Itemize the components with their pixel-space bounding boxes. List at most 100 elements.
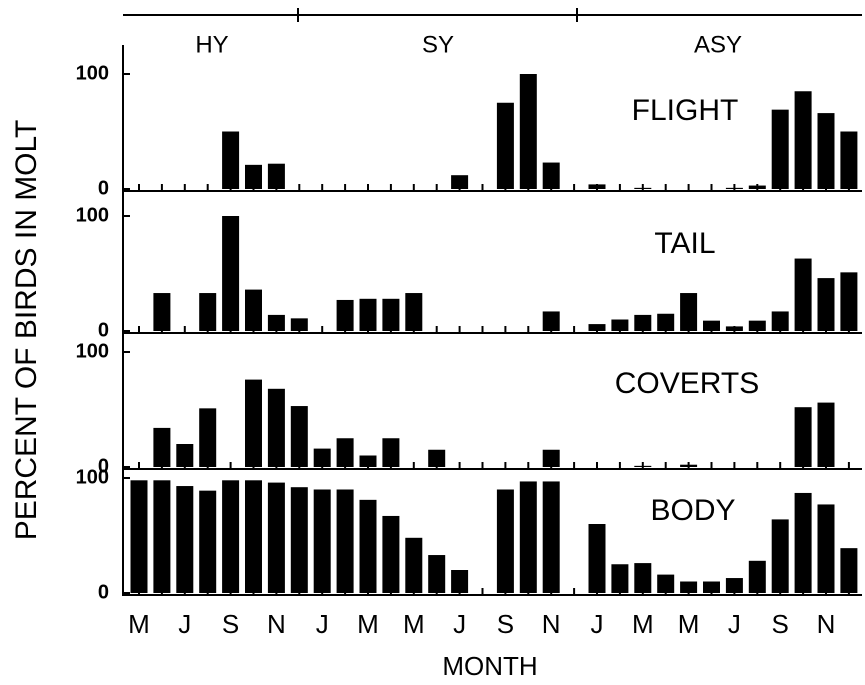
bar (519, 481, 537, 593)
bar (588, 184, 606, 189)
bar (680, 293, 698, 331)
bar (771, 519, 789, 593)
bar (611, 319, 629, 331)
bar (496, 102, 514, 189)
panel-title: COVERTS (615, 367, 759, 400)
x-tick-label: N (542, 609, 561, 639)
bar (222, 131, 240, 189)
bar (336, 299, 354, 331)
bar (153, 293, 171, 331)
bar (588, 524, 606, 593)
y-tick-label: 0 (98, 319, 109, 341)
bar (199, 490, 217, 593)
bar (382, 298, 400, 331)
bar (748, 185, 766, 189)
bar (588, 324, 606, 331)
age-class-label: ASY (694, 31, 742, 58)
bar (840, 272, 858, 331)
bar (542, 449, 560, 467)
y-tick-label: 100 (76, 340, 109, 362)
bar (634, 314, 652, 331)
bar (451, 570, 469, 593)
bar (725, 187, 743, 189)
x-tick-label: S (772, 609, 789, 639)
bar (313, 448, 331, 467)
bar (405, 537, 423, 593)
bar (680, 581, 698, 593)
bar (794, 407, 812, 467)
bar (657, 313, 675, 331)
bar (748, 560, 766, 593)
bar (496, 489, 514, 593)
bar (176, 486, 194, 593)
bar (222, 480, 240, 593)
bar (405, 293, 423, 331)
bar (245, 289, 262, 331)
bar (542, 311, 560, 331)
x-tick-label: J (316, 609, 329, 639)
x-tick-label: J (728, 609, 741, 639)
bar (748, 320, 766, 331)
y-tick-label: 100 (76, 62, 109, 84)
bar (245, 164, 262, 189)
bar (245, 480, 262, 593)
y-axis-title: PERCENT OF BIRDS IN MOLT (10, 120, 43, 541)
bar (519, 74, 537, 189)
bar (794, 258, 812, 331)
bar (290, 487, 308, 593)
x-tick-label: N (817, 609, 836, 639)
bar (290, 318, 308, 331)
bar (840, 131, 858, 189)
bar (245, 379, 262, 467)
x-axis-title: MONTH (442, 651, 537, 681)
bar (290, 406, 308, 467)
bar (634, 187, 652, 189)
x-tick-label: M (357, 609, 379, 639)
y-tick-label: 100 (76, 466, 109, 488)
panel-title: FLIGHT (632, 94, 739, 127)
bar (267, 388, 285, 467)
bar (611, 564, 629, 593)
bar (817, 402, 835, 467)
bar (199, 408, 217, 467)
bar (794, 492, 812, 593)
bar (840, 548, 858, 593)
bar (542, 481, 560, 593)
bar (657, 574, 675, 593)
y-tick-label: 0 (98, 177, 109, 199)
bar (359, 298, 377, 331)
bar (267, 482, 285, 593)
bar (153, 427, 171, 467)
bar (542, 162, 560, 189)
bar (817, 504, 835, 593)
y-tick-label: 0 (98, 455, 109, 477)
bar (634, 465, 652, 467)
bar (771, 311, 789, 331)
bar (725, 326, 743, 331)
x-tick-label: J (178, 609, 191, 639)
x-tick-label: M (678, 609, 700, 639)
bar (703, 581, 720, 593)
panel-title: BODY (650, 494, 735, 527)
bar (176, 444, 194, 467)
bar (336, 489, 354, 593)
bar (359, 499, 377, 593)
bar (428, 449, 446, 467)
bar (451, 175, 469, 189)
bar (222, 216, 240, 331)
x-tick-label: J (591, 609, 604, 639)
x-tick-label: J (453, 609, 466, 639)
bar (267, 163, 285, 189)
bar (267, 314, 285, 331)
panel-title: TAIL (654, 227, 715, 260)
x-tick-label: M (632, 609, 654, 639)
bar (817, 113, 835, 189)
x-tick-label: M (128, 609, 150, 639)
bar (794, 91, 812, 189)
age-class-label: HY (195, 31, 228, 58)
bar (199, 293, 217, 331)
bar (428, 555, 446, 593)
x-tick-label: S (497, 609, 514, 639)
age-class-label: SY (422, 31, 454, 58)
